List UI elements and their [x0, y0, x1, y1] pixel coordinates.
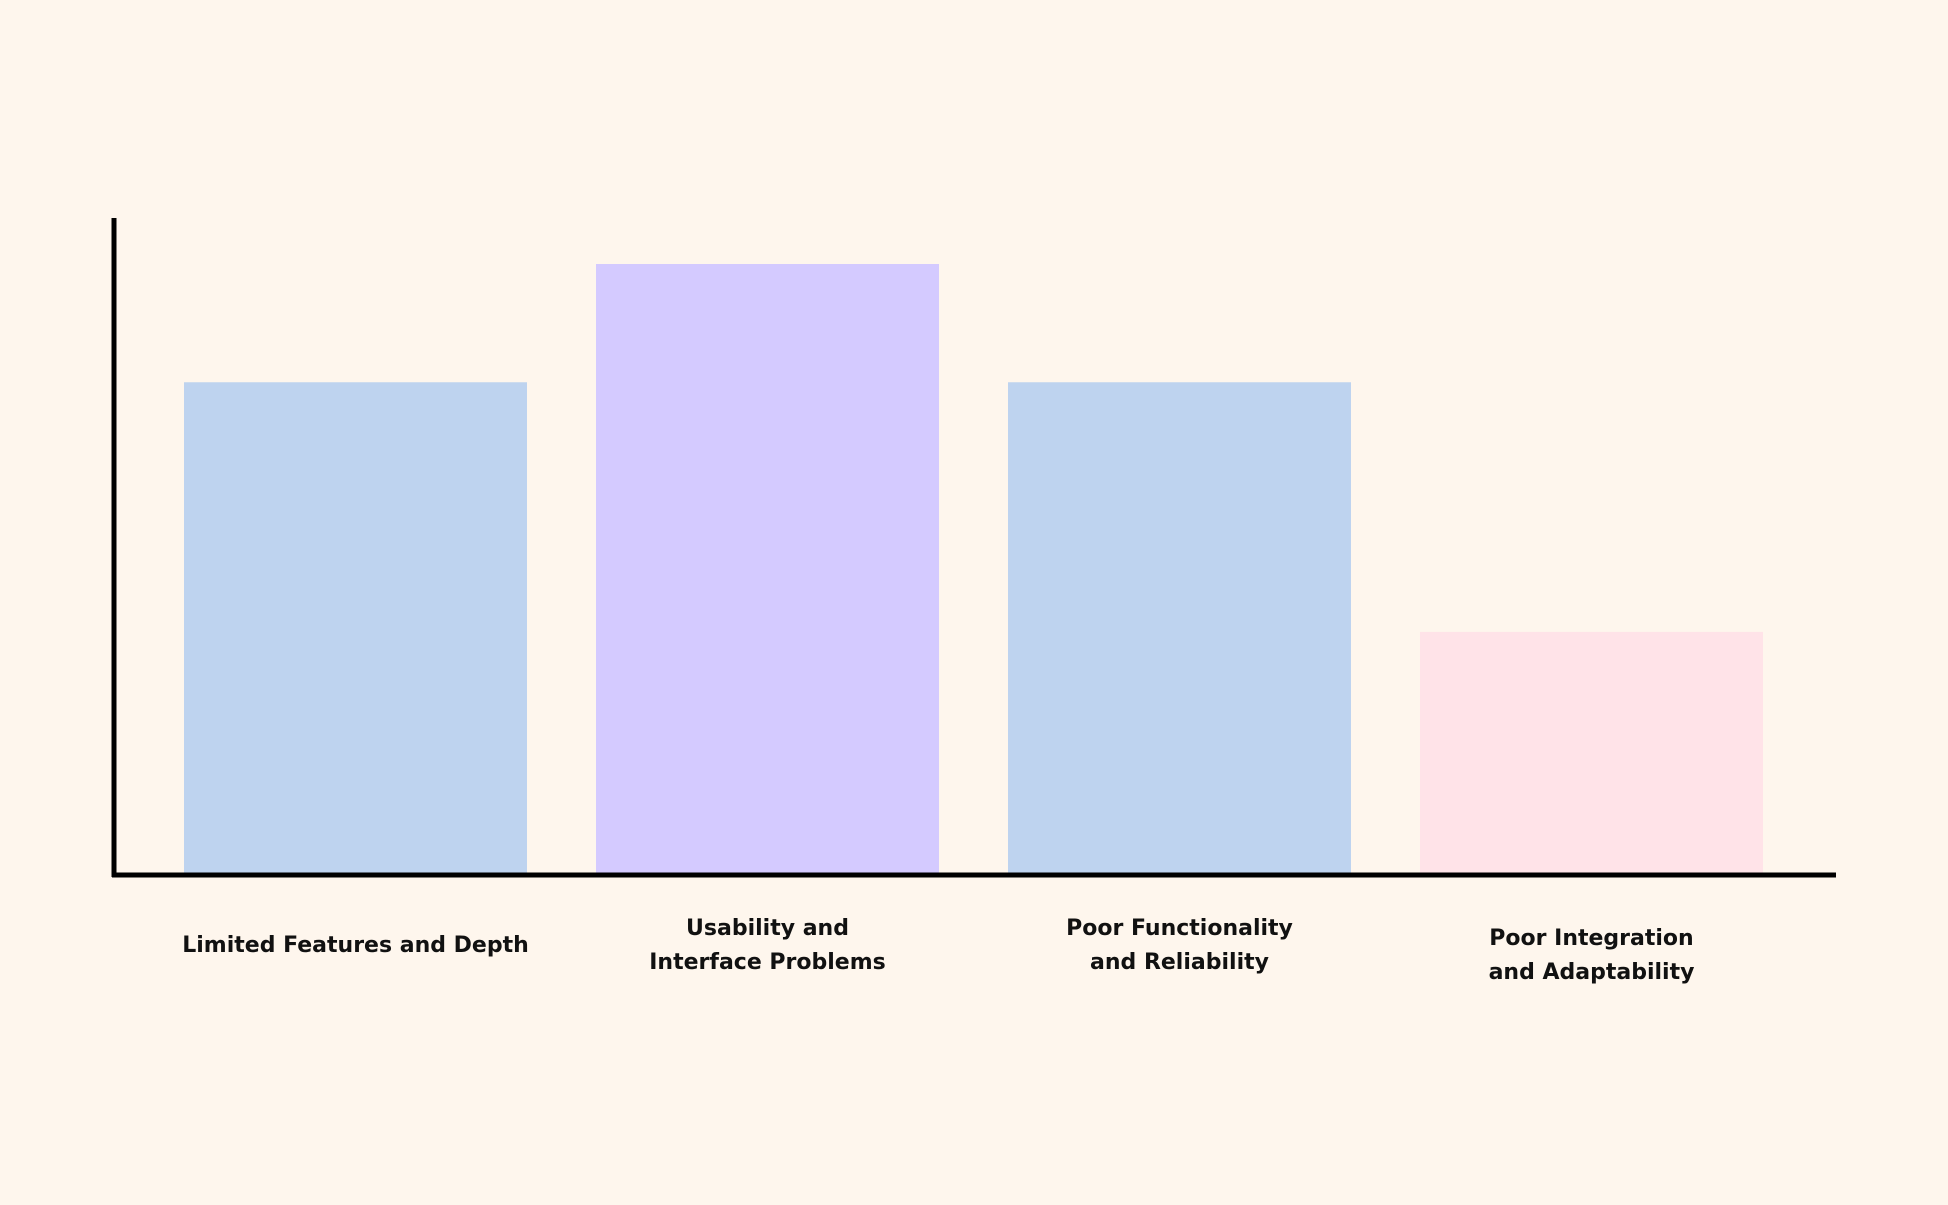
- category-label-4: Poor Integration and Adaptability: [1489, 926, 1695, 985]
- bar-2: [596, 263, 939, 875]
- bar-1: [184, 382, 527, 875]
- axes-layer: [111, 218, 1836, 878]
- category-label-line: Interface Problems: [649, 950, 886, 975]
- category-label-line: and Adaptability: [1489, 960, 1695, 985]
- bar-3: [1008, 382, 1351, 875]
- category-label-line: Poor Functionality: [1066, 916, 1293, 941]
- bar-4: [1420, 631, 1763, 875]
- category-label-line: Poor Integration: [1489, 926, 1693, 951]
- category-label-line: and Reliability: [1090, 950, 1269, 975]
- category-label-line: Limited Features and Depth: [182, 933, 529, 958]
- category-label-line: Usability and: [686, 916, 849, 941]
- category-label-3: Poor Functionality and Reliability: [1066, 916, 1293, 975]
- bars-layer: [184, 263, 1763, 875]
- category-label-1: Limited Features and Depth: [182, 933, 529, 958]
- category-label-2: Usability and Interface Problems: [649, 916, 886, 975]
- category-labels: Limited Features and Depth Usability and I…: [182, 916, 1694, 985]
